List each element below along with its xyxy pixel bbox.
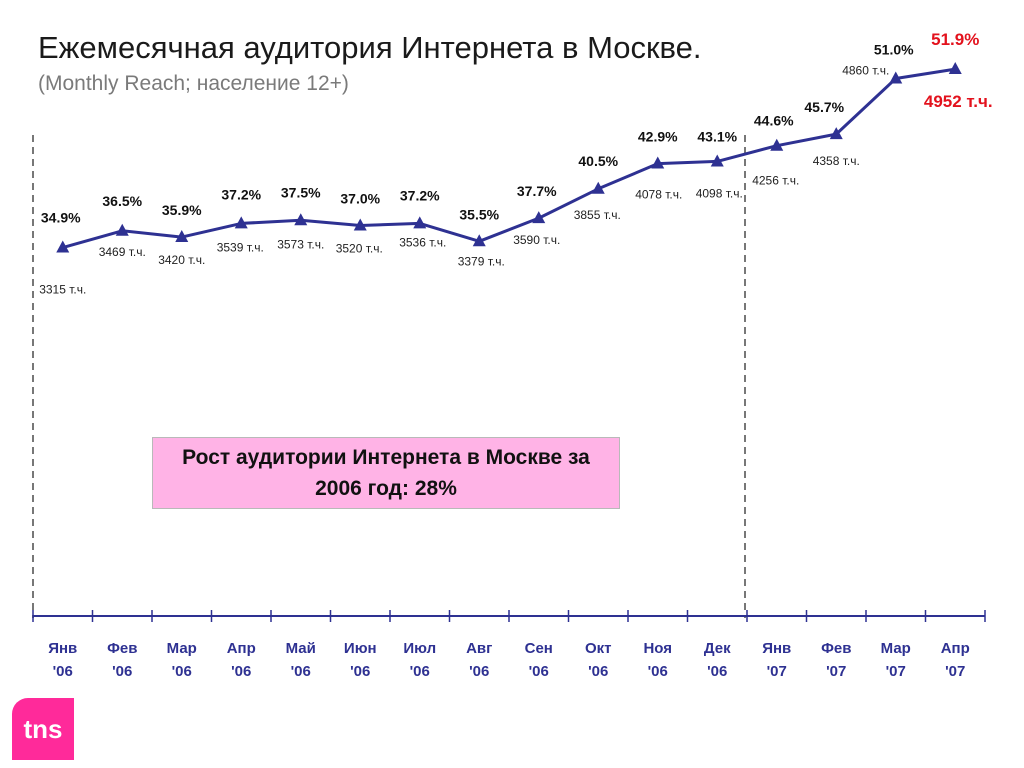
x-tick-label-month: Авг <box>466 640 492 657</box>
x-tick-label-month: Апр <box>941 640 970 657</box>
x-tick-label-month: Ноя <box>643 640 672 657</box>
audience-data-label: 4952 т.ч. <box>924 92 993 111</box>
x-tick-label-month: Фев <box>107 640 137 657</box>
data-point-marker <box>651 156 665 169</box>
x-tick-label-month: Сен <box>525 640 553 657</box>
reach-data-label: 43.1% <box>697 128 737 144</box>
reach-data-label: 42.9% <box>638 129 678 145</box>
reach-data-label: 37.0% <box>340 191 380 207</box>
audience-data-label: 4860 т.ч. <box>842 64 889 78</box>
growth-callout: Рост аудитории Интернета в Москве за 200… <box>152 437 620 509</box>
data-point-marker <box>770 138 784 151</box>
x-tick-label-year: '06 <box>350 663 370 680</box>
reach-data-label: 37.2% <box>221 186 261 202</box>
reach-data-label: 35.9% <box>162 202 202 218</box>
data-point-marker <box>591 181 605 194</box>
audience-data-label: 3855 т.ч. <box>574 208 621 222</box>
x-tick-label-month: Мар <box>881 640 911 657</box>
data-point-marker <box>889 71 903 84</box>
x-tick-label-year: '06 <box>648 663 668 680</box>
audience-data-label: 3520 т.ч. <box>336 242 383 256</box>
tns-logo-text: tns <box>23 713 63 744</box>
audience-data-label: 3536 т.ч. <box>399 235 446 249</box>
audience-data-label: 3420 т.ч. <box>158 253 205 267</box>
x-tick-label-month: Фев <box>821 640 851 657</box>
x-tick-label-month: Апр <box>227 640 256 657</box>
x-tick-label-month: Янв <box>48 640 77 657</box>
reach-data-label: 37.7% <box>517 183 557 199</box>
x-tick-label-month: Мар <box>167 640 197 657</box>
audience-data-label: 4358 т.ч. <box>813 154 860 168</box>
reach-data-label: 34.9% <box>41 210 81 226</box>
reach-series-line <box>62 67 956 250</box>
x-tick-label-year: '07 <box>826 663 846 680</box>
x-tick-label-year: '07 <box>945 663 965 680</box>
growth-callout-text: Рост аудитории Интернета в Москве за 200… <box>182 446 590 500</box>
x-tick-label-month: Окт <box>585 640 612 657</box>
x-tick-label-year: '06 <box>588 663 608 680</box>
reach-data-label: 51.0% <box>874 42 914 58</box>
data-point-marker <box>175 230 189 243</box>
x-tick-label-year: '06 <box>231 663 251 680</box>
audience-data-label: 4256 т.ч. <box>752 174 799 188</box>
x-tick-label-month: Июл <box>403 640 436 657</box>
data-point-marker <box>532 211 546 224</box>
tns-logo: tns <box>12 698 74 760</box>
reach-data-label: 45.7% <box>804 99 844 115</box>
x-tick-label-year: '06 <box>469 663 489 680</box>
reach-data-label: 36.5% <box>102 193 142 209</box>
audience-data-label: 4078 т.ч. <box>635 188 682 202</box>
reach-data-label: 44.6% <box>754 113 794 129</box>
x-tick-label-year: '07 <box>767 663 787 680</box>
reach-data-label: 37.5% <box>281 184 321 200</box>
page-title: Ежемесячная аудитория Интернета в Москве… <box>38 30 702 65</box>
data-point-marker <box>472 234 486 247</box>
audience-data-label: 3379 т.ч. <box>458 254 505 268</box>
x-tick-label-year: '07 <box>886 663 906 680</box>
x-tick-label-year: '06 <box>291 663 311 680</box>
data-point-marker <box>710 154 724 167</box>
data-point-marker <box>294 213 308 226</box>
audience-data-label: 4098 т.ч. <box>696 186 743 200</box>
data-point-marker <box>948 62 962 75</box>
x-tick-label-year: '06 <box>707 663 727 680</box>
x-tick-label-month: Янв <box>762 640 791 657</box>
reach-data-label: 40.5% <box>578 153 618 169</box>
data-point-marker <box>115 223 129 236</box>
x-tick-label-month: Июн <box>344 640 377 657</box>
data-point-marker <box>234 216 248 229</box>
reach-data-label: 37.2% <box>400 187 440 203</box>
audience-data-label: 3573 т.ч. <box>277 237 324 251</box>
reach-data-label: 35.5% <box>459 206 499 222</box>
x-tick-label-year: '06 <box>172 663 192 680</box>
data-point-marker <box>413 216 427 229</box>
data-point-marker <box>353 218 367 231</box>
audience-data-label: 3539 т.ч. <box>217 240 264 254</box>
x-tick-label-year: '06 <box>529 663 549 680</box>
x-tick-label-year: '06 <box>53 663 73 680</box>
audience-data-label: 3315 т.ч. <box>39 283 86 297</box>
data-point-marker <box>829 127 843 140</box>
page-subtitle: (Monthly Reach; население 12+) <box>38 72 349 95</box>
x-tick-label-year: '06 <box>112 663 132 680</box>
x-tick-label-year: '06 <box>410 663 430 680</box>
audience-data-label: 3469 т.ч. <box>99 245 146 259</box>
audience-data-label: 3590 т.ч. <box>513 233 560 247</box>
x-tick-label-month: Дек <box>704 640 731 657</box>
reach-data-label: 51.9% <box>931 30 979 49</box>
data-point-marker <box>56 240 70 253</box>
x-tick-label-month: Май <box>286 640 316 657</box>
